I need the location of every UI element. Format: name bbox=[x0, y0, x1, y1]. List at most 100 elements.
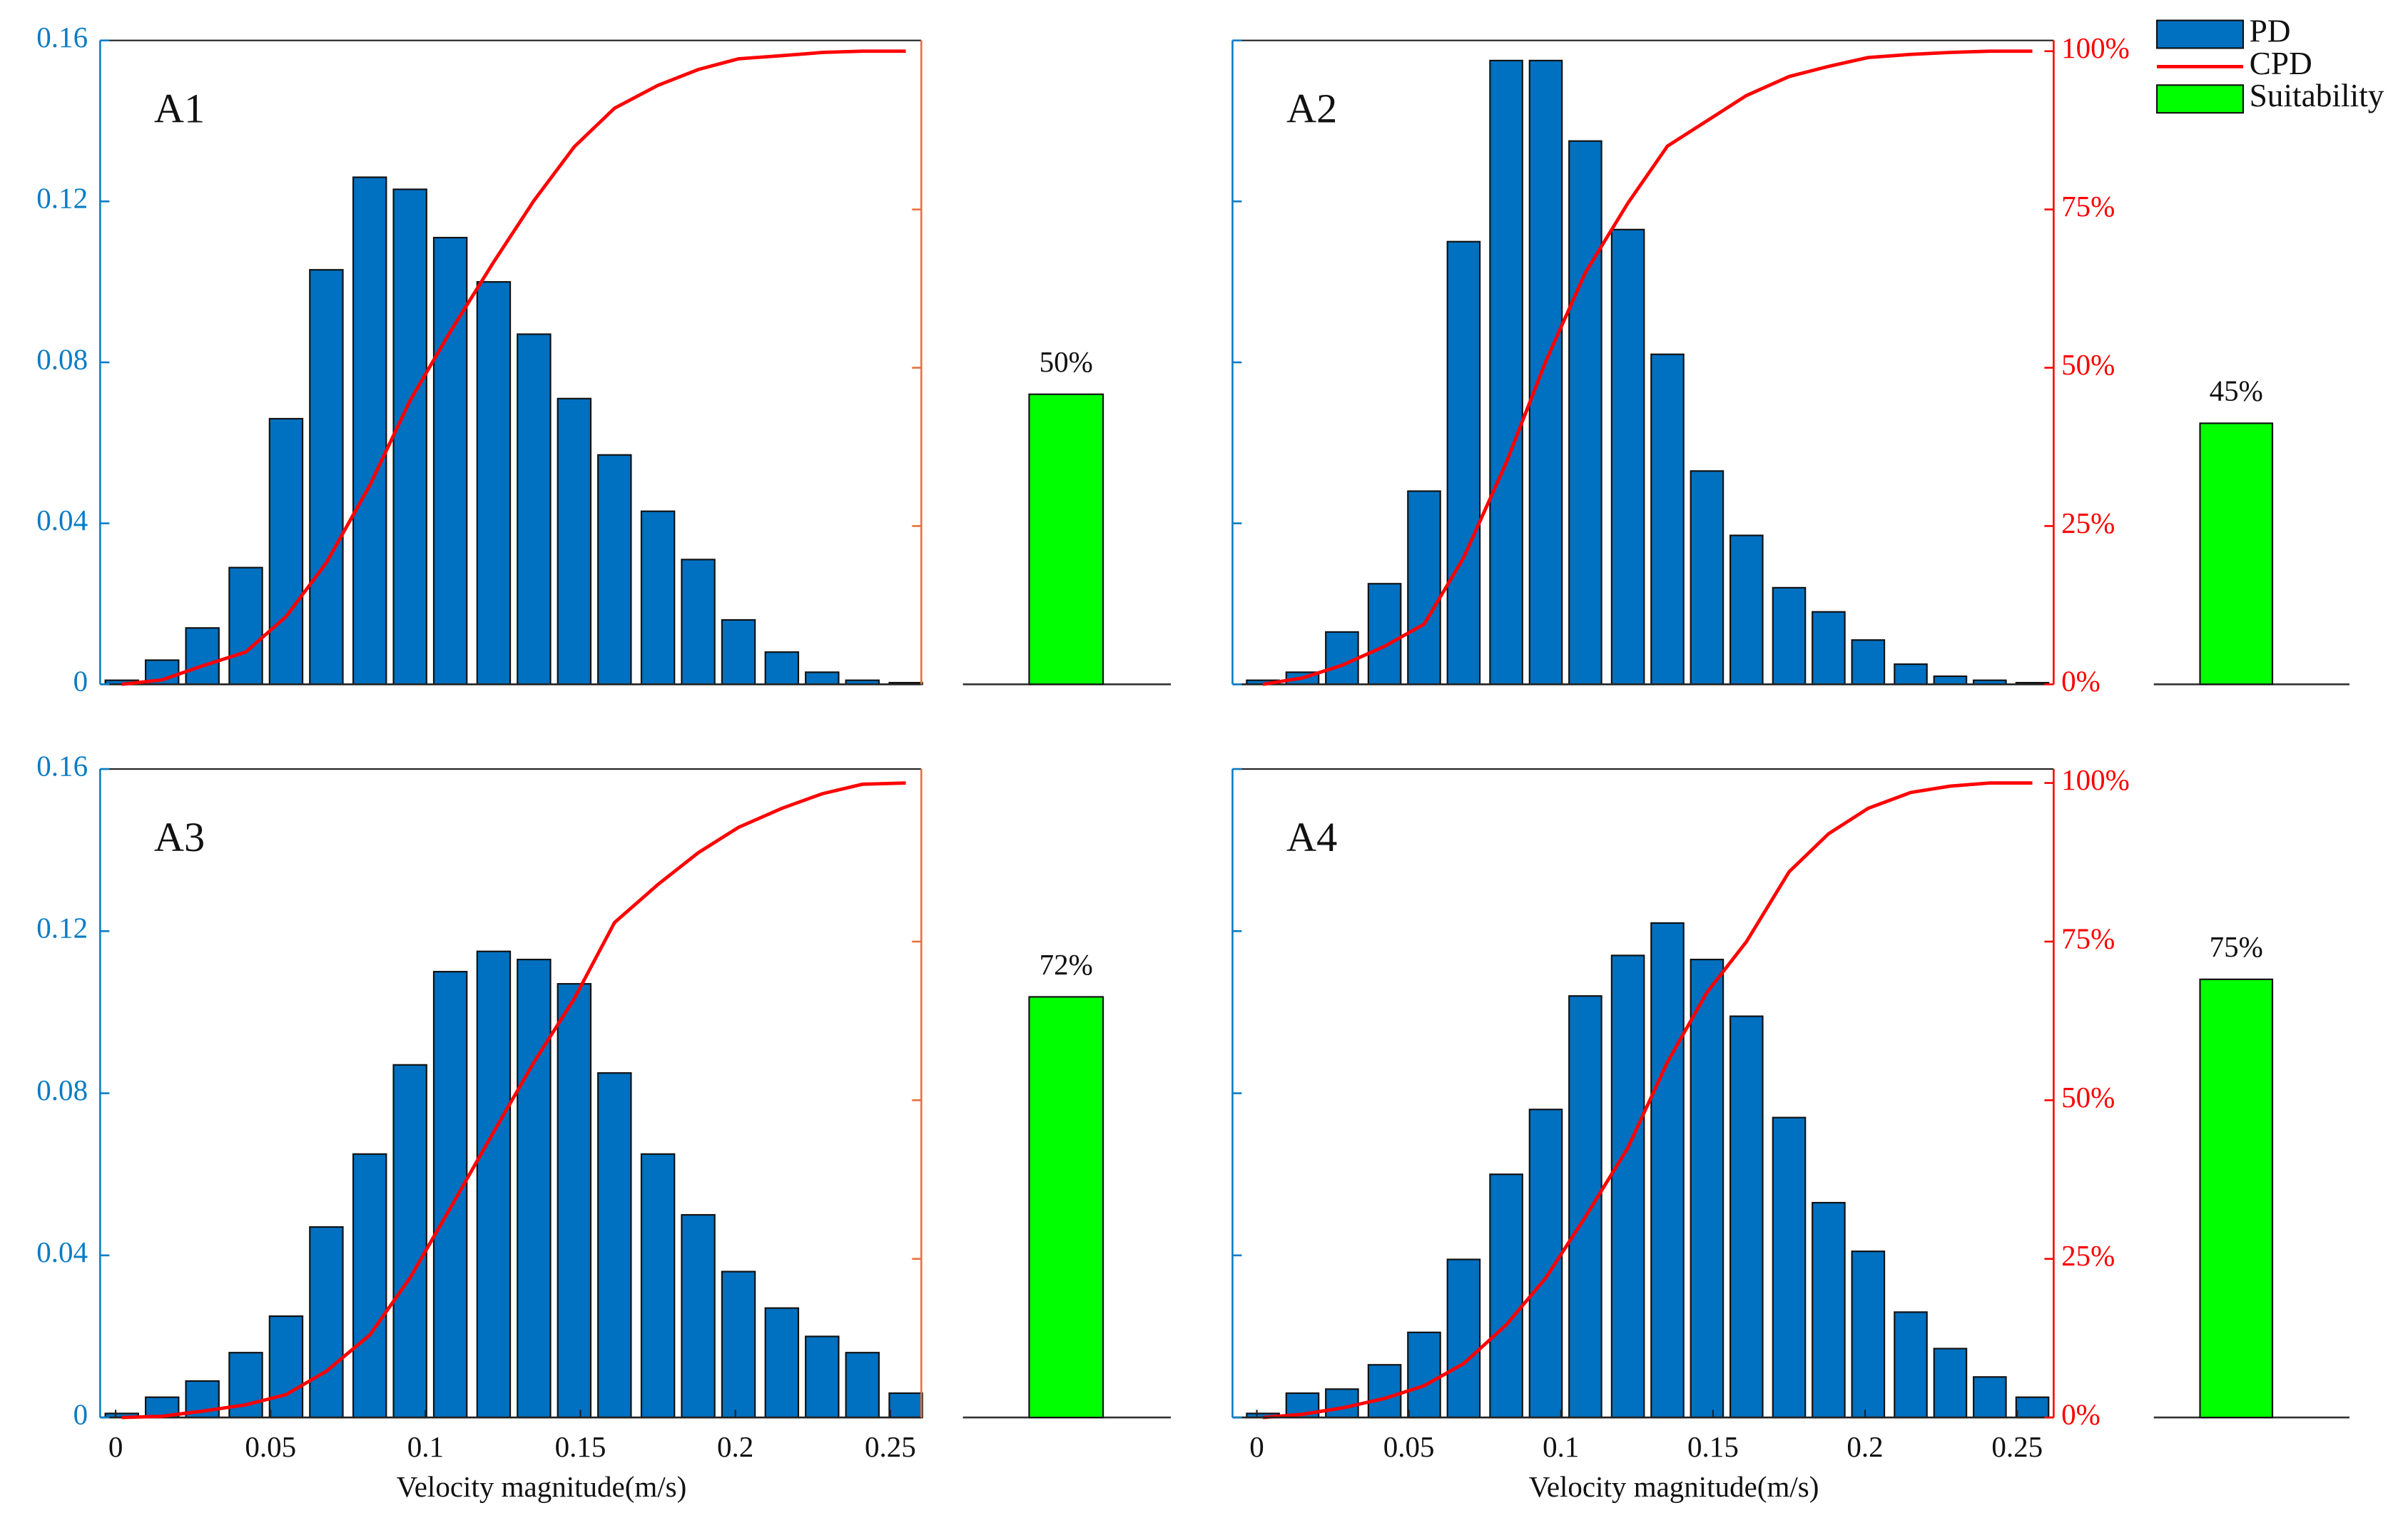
suitability-label: 50% bbox=[1040, 345, 1093, 378]
pd-bar bbox=[1973, 1376, 2007, 1419]
pd-bar bbox=[597, 1072, 632, 1419]
pd-bar bbox=[1367, 583, 1402, 686]
pd-bar bbox=[888, 1392, 923, 1419]
pd-bar bbox=[721, 618, 756, 686]
pd-bar bbox=[1489, 59, 1523, 686]
pd-bar bbox=[1772, 586, 1807, 686]
pd-bar bbox=[1489, 1173, 1523, 1419]
pd-bar bbox=[1568, 995, 1602, 1419]
x-tick-label: 0.05 bbox=[1383, 1430, 1435, 1463]
y2-tick-label: 25% bbox=[2061, 506, 2115, 539]
x-tick-label: 0.25 bbox=[865, 1430, 916, 1463]
pd-bar bbox=[1325, 631, 1359, 686]
y-tick-label: 0 bbox=[73, 1398, 88, 1431]
pd-bar bbox=[185, 627, 220, 686]
pd-bar bbox=[805, 671, 840, 686]
pd-bar bbox=[1894, 1311, 1928, 1419]
legend-label: Suitability bbox=[2250, 78, 2384, 113]
y2-tick-label: 0% bbox=[2061, 1398, 2100, 1431]
y2-tick-label: 25% bbox=[2061, 1239, 2115, 1272]
y-tick-label: 0.08 bbox=[36, 342, 88, 375]
pd-bar bbox=[681, 559, 716, 686]
suitability-bar bbox=[2199, 978, 2274, 1419]
pd-bar bbox=[1729, 1015, 1764, 1419]
pd-bar bbox=[1690, 470, 1724, 686]
pd-bar bbox=[1650, 922, 1685, 1419]
pd-bar bbox=[1894, 663, 1928, 686]
x-tick-label: 0.15 bbox=[555, 1430, 606, 1463]
y-tick-label: 0.16 bbox=[36, 21, 88, 54]
pd-bar bbox=[557, 983, 592, 1419]
x-tick-label: 0.25 bbox=[1991, 1430, 2043, 1463]
pd-bar bbox=[517, 333, 552, 686]
x-tick-label: 0.2 bbox=[1846, 1430, 1883, 1463]
x-tick-label: 0.05 bbox=[245, 1430, 296, 1463]
y2-tick-label: 75% bbox=[2061, 190, 2115, 223]
pd-bar bbox=[1568, 140, 1602, 686]
pd-bar bbox=[1446, 240, 1481, 686]
pd-bar bbox=[1690, 958, 1724, 1419]
x-tick-label: 0.2 bbox=[717, 1430, 753, 1463]
pd-bar bbox=[352, 176, 387, 686]
pd-bar bbox=[1933, 1348, 1968, 1419]
y-tick-label: 0.12 bbox=[36, 912, 88, 944]
y2-tick-label: 100% bbox=[2061, 763, 2130, 796]
pd-bar bbox=[1610, 228, 1645, 686]
pd-bar bbox=[1610, 954, 1645, 1419]
pd-bar bbox=[1851, 1250, 1886, 1419]
x-tick-label: 0 bbox=[108, 1430, 123, 1463]
suitability-label: 75% bbox=[2210, 930, 2263, 963]
suitability-label: 72% bbox=[1040, 948, 1093, 981]
x-tick-label: 0.1 bbox=[1543, 1430, 1579, 1463]
pd-bar bbox=[721, 1270, 756, 1419]
y-tick-label: 0.04 bbox=[36, 504, 88, 536]
y2-tick-label: 75% bbox=[2061, 922, 2115, 954]
pd-bar bbox=[1729, 534, 1764, 686]
pd-bar bbox=[845, 1352, 880, 1419]
pd-bar bbox=[309, 269, 344, 686]
panel-label: A3 bbox=[154, 814, 205, 860]
y-tick-label: 0.16 bbox=[36, 749, 88, 782]
x-tick-label: 0 bbox=[1249, 1430, 1264, 1463]
pd-bar bbox=[268, 1315, 304, 1419]
pd-bar bbox=[392, 1064, 427, 1419]
pd-bar bbox=[1528, 59, 1563, 686]
pd-bar bbox=[1650, 353, 1685, 686]
x-tick-label: 0.1 bbox=[407, 1430, 444, 1463]
pd-bar bbox=[352, 1153, 387, 1419]
y-tick-label: 0.12 bbox=[36, 182, 88, 215]
panel-label: A4 bbox=[1286, 814, 1337, 860]
y2-tick-label: 50% bbox=[2061, 1081, 2115, 1114]
pd-bar bbox=[640, 1153, 676, 1419]
legend-label: CPD bbox=[2250, 46, 2312, 81]
pd-bar bbox=[640, 510, 676, 686]
pd-bar bbox=[1851, 639, 1886, 686]
pd-bar bbox=[1812, 611, 1846, 686]
pd-bar bbox=[1772, 1116, 1807, 1419]
x-tick-label: 0.15 bbox=[1687, 1430, 1739, 1463]
legend-swatch bbox=[2155, 84, 2245, 114]
y2-tick-label: 50% bbox=[2061, 348, 2115, 381]
pd-bar bbox=[476, 281, 512, 686]
pd-bar bbox=[268, 417, 304, 686]
cpd-line bbox=[1262, 781, 2033, 1420]
panel-label: A1 bbox=[154, 86, 205, 132]
pd-bar bbox=[432, 237, 468, 686]
legend-label: PD bbox=[2250, 13, 2291, 49]
legend-swatch bbox=[2155, 19, 2245, 49]
pd-bar bbox=[1407, 1331, 1441, 1419]
suitability-bar bbox=[1028, 996, 1104, 1419]
pd-bar bbox=[764, 1307, 800, 1419]
pd-bar bbox=[1812, 1201, 1846, 1419]
y2-tick-label: 100% bbox=[2061, 31, 2130, 64]
pd-bar bbox=[1407, 490, 1441, 686]
pd-bar bbox=[1446, 1258, 1481, 1419]
pd-bar bbox=[1933, 675, 1968, 686]
y-tick-label: 0 bbox=[73, 665, 88, 698]
pd-bar bbox=[597, 454, 632, 686]
pd-bar bbox=[1325, 1388, 1359, 1419]
pd-bar bbox=[2015, 1396, 2050, 1419]
pd-bar bbox=[764, 651, 800, 686]
cpd-line bbox=[1262, 49, 2033, 686]
y2-tick-label: 0% bbox=[2061, 665, 2100, 698]
